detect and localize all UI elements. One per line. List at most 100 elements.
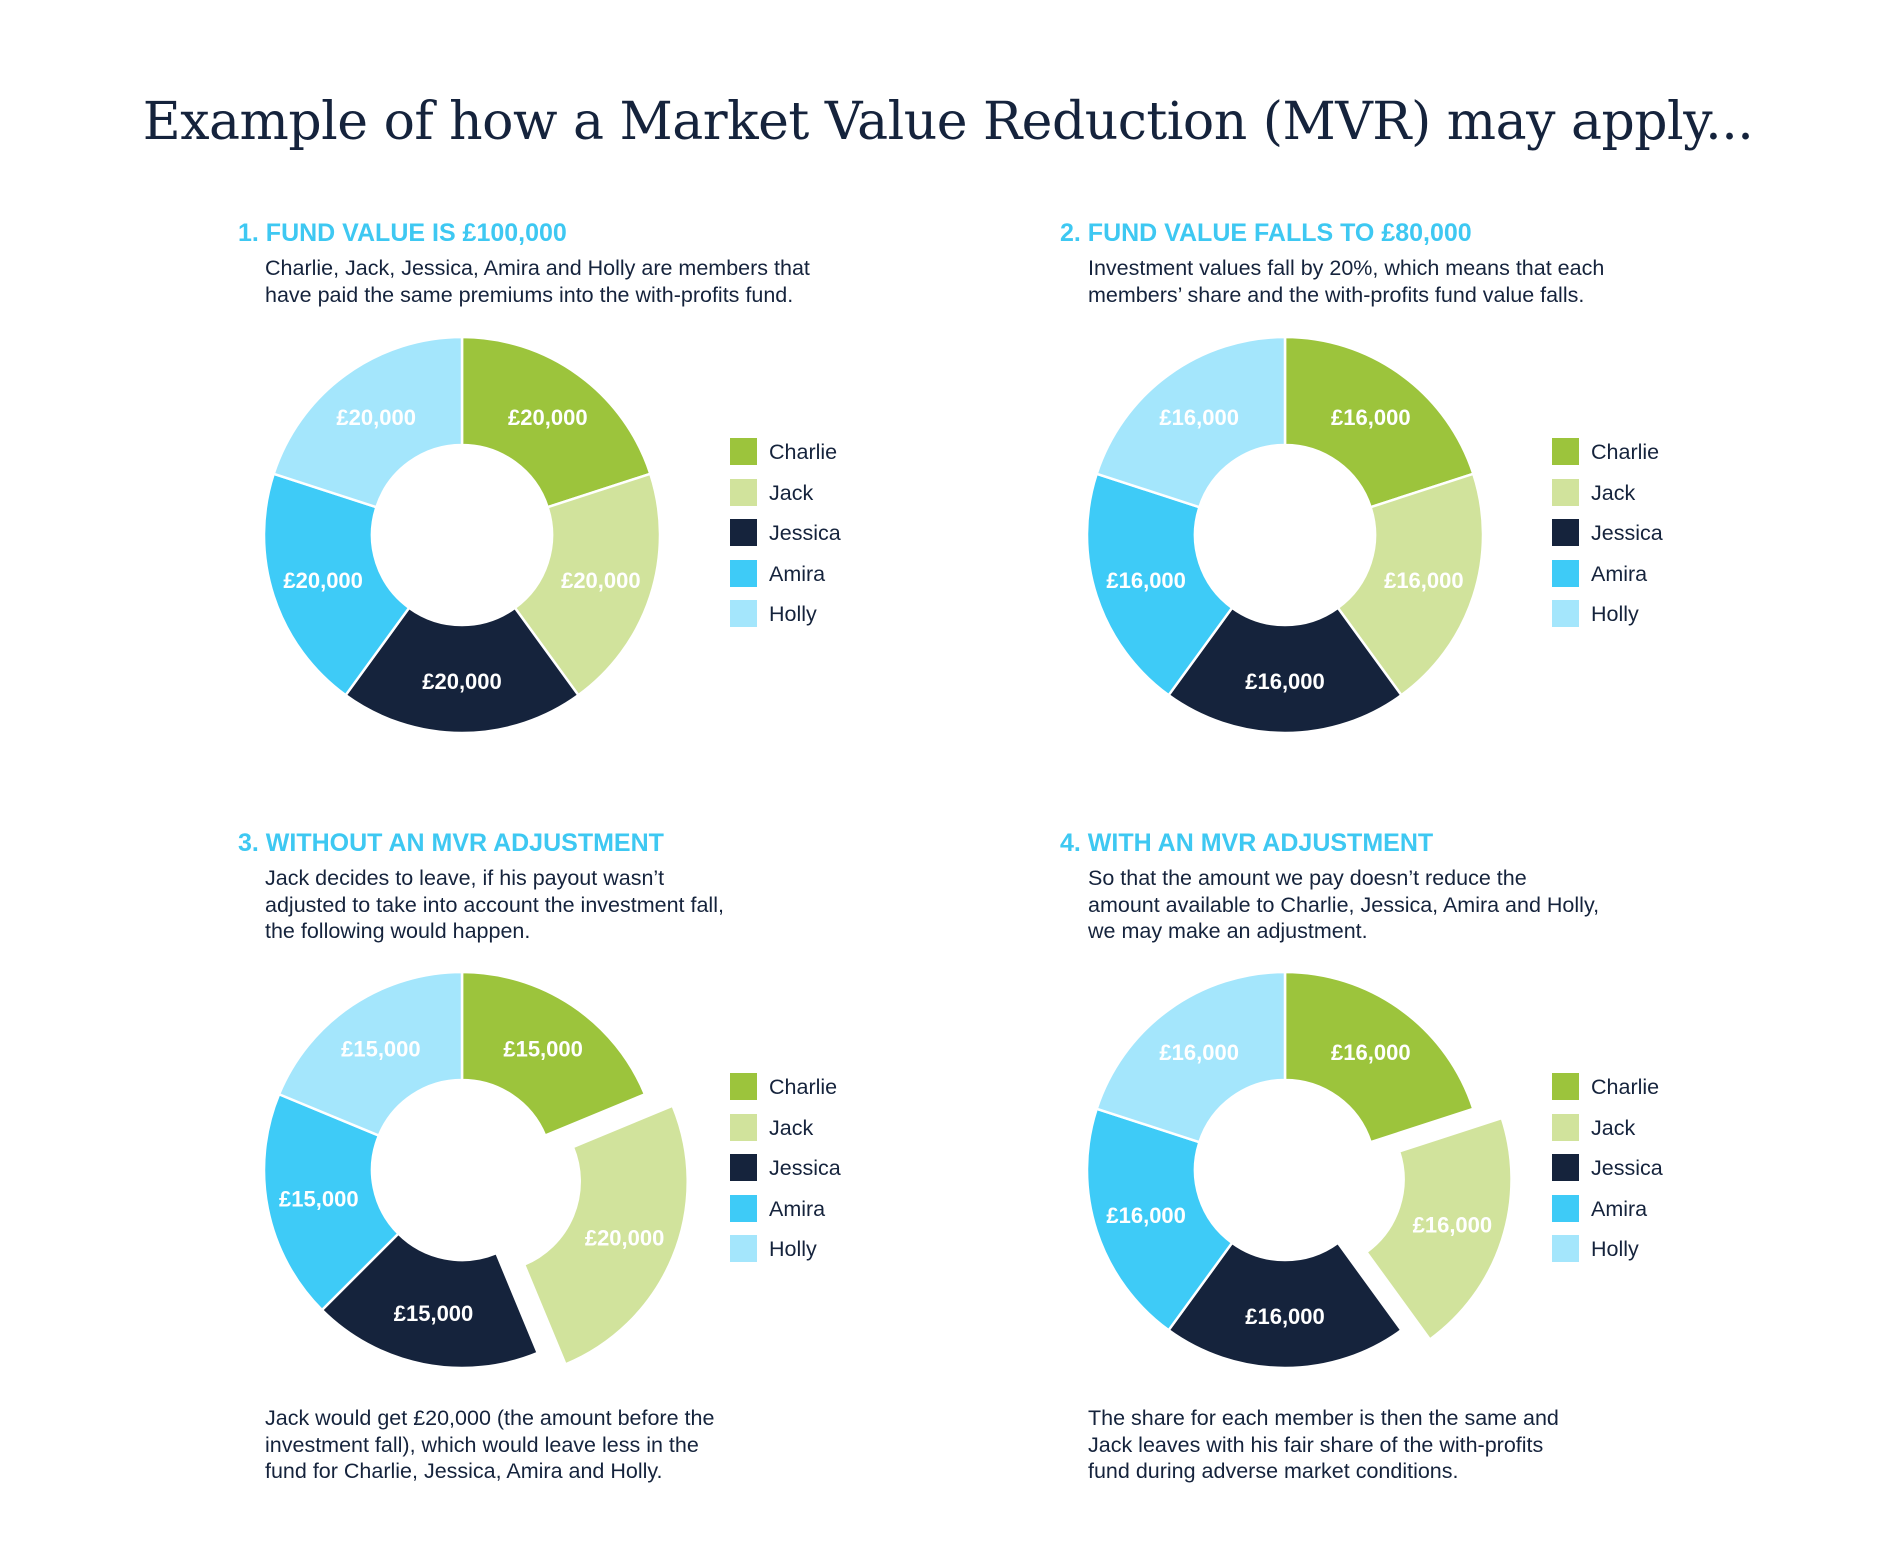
- legend-label: Jack: [769, 1115, 814, 1140]
- legend-label: Amira: [769, 561, 826, 586]
- legend-swatch: [1552, 438, 1579, 465]
- slice-charlie: [460, 970, 647, 1138]
- legend-label: Jack: [1591, 480, 1636, 505]
- legend-item-amira: Amira: [730, 559, 890, 588]
- panel-2-heading: 2. FUND VALUE FALLS TO £80,000: [1060, 219, 1472, 247]
- footnote-line: Jack would get £20,000 (the amount befor…: [265, 1406, 715, 1430]
- legend-label: Holly: [769, 602, 817, 626]
- panel-4-heading: 4. WITH AN MVR ADJUSTMENT: [1060, 829, 1434, 857]
- legend-item-holly: Holly: [730, 1235, 890, 1263]
- legend-label: Holly: [1591, 1237, 1639, 1261]
- legend-item-jack: Jack: [1552, 478, 1712, 507]
- footnote-line: The share for each member is then the sa…: [1088, 1406, 1559, 1430]
- legend-item-charlie: Charlie: [1552, 438, 1712, 466]
- slice-charlie: [1283, 335, 1475, 509]
- slice-label-amira: £20,000: [283, 568, 363, 593]
- legend-swatch: [730, 519, 757, 546]
- slice-label-charlie: £16,000: [1331, 1040, 1411, 1065]
- slice-label-jack: £20,000: [585, 1225, 665, 1250]
- legend-label: Jessica: [1591, 1156, 1663, 1180]
- slice-label-jack: £20,000: [561, 568, 641, 593]
- legend-label: Charlie: [1591, 440, 1660, 464]
- slice-label-jessica: £16,000: [1245, 669, 1325, 694]
- slice-charlie: [1283, 970, 1475, 1144]
- page-title: Example of how a Market Value Reduction …: [142, 92, 1754, 152]
- panel-4-description: So that the amount we pay doesn’t reduce…: [1088, 865, 1599, 945]
- legend-item-holly: Holly: [730, 600, 890, 628]
- legend-item-jessica: Jessica: [730, 1154, 890, 1182]
- panel-3-footnote: Jack would get £20,000 (the amount befor…: [265, 1405, 714, 1485]
- description-line: have paid the same premiums into the wit…: [265, 282, 794, 307]
- legend-item-jessica: Jessica: [1552, 519, 1712, 547]
- description-line: Jack decides to leave, if his payout was…: [265, 866, 665, 890]
- slice-label-jack: £16,000: [1384, 568, 1464, 593]
- legend-item-jack: Jack: [730, 478, 890, 507]
- panel-3-description: Jack decides to leave, if his payout was…: [265, 865, 724, 945]
- legend-swatch: [1552, 1154, 1579, 1181]
- legend-swatch: [730, 559, 757, 587]
- legend-swatch: [1552, 1235, 1579, 1262]
- legend-swatch: [1552, 1073, 1579, 1100]
- legend-label: Jessica: [769, 1156, 841, 1180]
- footnote-line: fund during adverse market conditions.: [1088, 1459, 1459, 1483]
- slice-label-jessica: £16,000: [1245, 1304, 1325, 1329]
- slice-amira: [262, 1092, 401, 1312]
- slice-label-amira: £15,000: [279, 1186, 359, 1211]
- slice-amira: [1085, 472, 1234, 697]
- footnote-line: fund for Charlie, Jessica, Amira and Hol…: [265, 1459, 663, 1483]
- description-line: we may make an adjustment.: [1088, 919, 1368, 943]
- description-line: members’ share and the with-profits fund…: [1088, 282, 1585, 307]
- legend-swatch: [730, 1113, 757, 1141]
- slice-label-charlie: £20,000: [508, 405, 588, 430]
- legend-swatch: [1552, 1194, 1579, 1222]
- legend-label: Charlie: [1591, 1075, 1660, 1099]
- legend-label: Charlie: [769, 1075, 838, 1099]
- legend-swatch: [1552, 600, 1579, 627]
- description-line: Charlie, Jack, Jessica, Amira and Holly …: [265, 256, 810, 280]
- legend-swatch: [1552, 478, 1579, 506]
- legend-swatch: [730, 600, 757, 627]
- legend-label: Amira: [1591, 1196, 1648, 1221]
- panel-4-footnote: The share for each member is then the sa…: [1088, 1405, 1559, 1485]
- legend-swatch: [1552, 559, 1579, 587]
- footnote-line: investment fall), which would leave less…: [265, 1432, 699, 1457]
- panel-3-heading: 3. WITHOUT AN MVR ADJUSTMENT: [238, 829, 664, 857]
- footnote-line: Jack leaves with his fair share of the w…: [1088, 1432, 1544, 1457]
- slice-jessica: [320, 1231, 540, 1370]
- legend-swatch: [730, 1154, 757, 1181]
- slice-label-amira: £16,000: [1106, 568, 1186, 593]
- slice-jack: [522, 1104, 689, 1367]
- slice-jack: [513, 472, 662, 697]
- description-line: Investment values fall by 20%, which mea…: [1088, 256, 1605, 280]
- description-line: So that the amount we pay doesn’t reduce…: [1088, 866, 1527, 890]
- slice-jack: [1336, 472, 1485, 697]
- slice-label-jessica: £15,000: [394, 1301, 474, 1326]
- description-line: adjusted to take into account the invest…: [265, 892, 724, 917]
- legend-label: Charlie: [769, 440, 838, 464]
- slice-amira: [262, 472, 411, 697]
- slice-label-holly: £16,000: [1159, 405, 1239, 430]
- slice-label-holly: £16,000: [1159, 1040, 1239, 1065]
- legend-label: Amira: [769, 1196, 826, 1221]
- legend-item-amira: Amira: [730, 1194, 890, 1223]
- legend-swatch: [730, 478, 757, 506]
- slice-jack: [1364, 1116, 1513, 1342]
- slice-label-holly: £20,000: [336, 405, 416, 430]
- slice-jessica: [1166, 606, 1404, 735]
- legend-item-jack: Jack: [730, 1113, 890, 1142]
- legend-label: Jack: [769, 480, 814, 505]
- slice-holly: [1095, 335, 1287, 509]
- legend-label: Holly: [1591, 602, 1639, 626]
- legend-item-jessica: Jessica: [730, 519, 890, 547]
- legend-swatch: [730, 438, 757, 465]
- legend-item-amira: Amira: [1552, 1194, 1712, 1223]
- legend-label: Jessica: [769, 521, 841, 545]
- legend-label: Holly: [769, 1237, 817, 1261]
- slice-jessica: [1166, 1241, 1404, 1370]
- slice-label-jack: £16,000: [1413, 1212, 1493, 1237]
- slice-jessica: [343, 606, 581, 735]
- legend-label: Jessica: [1591, 521, 1663, 545]
- description-line: amount available to Charlie, Jessica, Am…: [1088, 892, 1600, 917]
- legend-swatch: [730, 1194, 757, 1222]
- slice-amira: [1085, 1107, 1234, 1332]
